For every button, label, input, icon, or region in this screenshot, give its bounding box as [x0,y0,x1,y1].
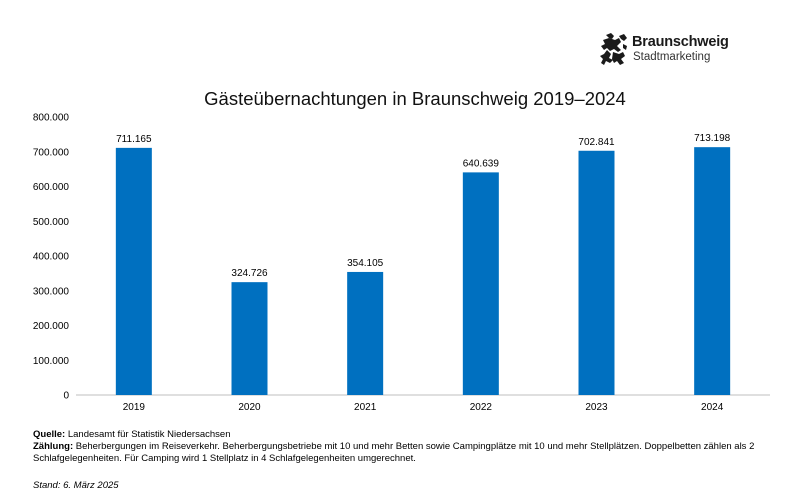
y-tick-label: 700.000 [33,147,70,158]
brand-logo: Braunschweig Stadtmarketing [597,32,729,72]
y-tick-label: 200.000 [33,321,70,332]
count-text: Beherbergungen im Reiseverkehr. Beherber… [33,441,755,464]
stand-date: Stand: 6. März 2025 [33,480,119,491]
y-tick-label: 400.000 [33,252,70,263]
data-label: 324.726 [231,268,268,279]
bar [115,147,152,395]
chart-title: Gästeübernachtungen in Braunschweig 2019… [204,88,626,109]
bar [578,150,615,395]
brand-subtitle: Stadtmarketing [633,51,711,63]
bar [347,271,384,395]
y-tick-label: 300.000 [33,286,70,297]
data-label: 640.639 [463,158,500,169]
y-tick-label: 0 [63,391,69,402]
x-tick-label: 2021 [354,402,377,413]
braunschweig-lion-icon [600,33,627,65]
count-label: Zählung: [33,441,74,452]
data-label: 702.841 [578,137,615,148]
y-tick-label: 800.000 [33,113,70,124]
y-tick-label: 500.000 [33,217,70,228]
data-label: 713.198 [694,133,731,144]
brand-name: Braunschweig [632,34,729,50]
bar [231,282,268,395]
bar-chart: 0 100.000 200.000 300.000 400.000 500.000 600.… [33,113,770,413]
y-tick-label: 600.000 [33,182,70,193]
data-label: 354.105 [347,258,384,269]
source-label: Quelle: [33,429,66,440]
count-note: Zählung: Beherbergungen im Reiseverkehr.… [33,441,798,465]
x-tick-label: 2022 [470,402,493,413]
x-tick-label: 2024 [701,402,724,413]
x-tick-label: 2020 [238,402,261,413]
bar [462,172,499,395]
bar [694,147,731,395]
y-tick-label: 100.000 [33,356,70,367]
data-label: 711.165 [116,134,152,145]
chart-notes: Quelle: Landesamt für Statistik Niedersa… [33,429,798,465]
source-text: Landesamt für Statistik Niedersachsen [67,429,231,440]
source-note: Quelle: Landesamt für Statistik Niedersa… [33,429,798,441]
x-tick-label: 2019 [123,402,146,413]
x-tick-label: 2023 [585,402,608,413]
